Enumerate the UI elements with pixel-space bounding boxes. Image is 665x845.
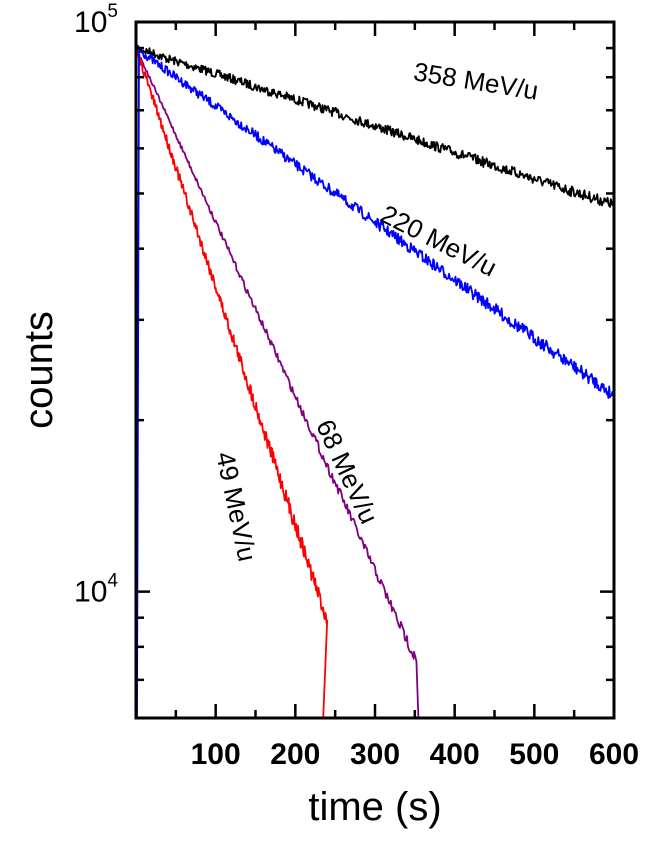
series-line-49-mev-u — [135, 45, 329, 719]
series-line-220-mev-u — [135, 44, 615, 399]
y-axis-label: counts — [17, 311, 61, 429]
series-line-68-mev-u — [135, 48, 420, 719]
tick-layer: 100 200 300 400 500 600 104 105 — [74, 1, 639, 771]
x-tick-label: 300 — [350, 738, 400, 771]
y-tick-label: 105 — [74, 1, 118, 39]
y-tick-label: 104 — [74, 571, 118, 609]
x-tick-label: 500 — [509, 738, 559, 771]
series-label-49-mev-u: 49 MeV/u — [210, 449, 262, 564]
x-axis-label: time (s) — [308, 785, 441, 829]
series-layer — [135, 43, 615, 719]
series-line-358-mev-u — [135, 43, 615, 208]
x-tick-label: 400 — [430, 738, 480, 771]
series-label-358-mev-u: 358 MeV/u — [412, 56, 541, 105]
x-tick-label: 200 — [270, 738, 320, 771]
x-tick-label: 600 — [589, 738, 639, 771]
x-tick-label: 100 — [191, 738, 241, 771]
